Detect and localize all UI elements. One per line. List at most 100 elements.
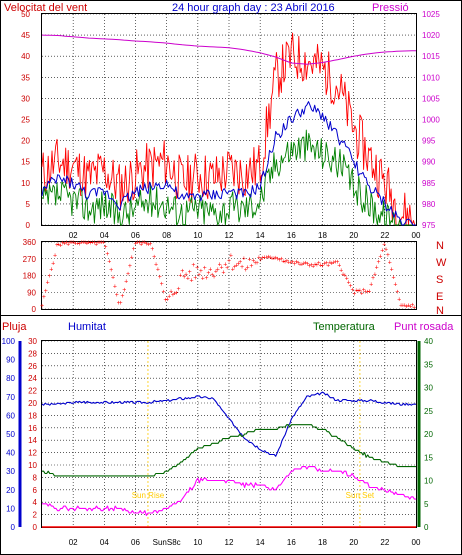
direction-point: + xyxy=(105,251,109,258)
direction-point: + xyxy=(223,262,227,269)
dir-y-tick-label: 360 xyxy=(23,238,37,247)
direction-point: + xyxy=(281,258,285,265)
x-tick-label-bottom: 22 xyxy=(380,538,389,547)
direction-point: + xyxy=(345,275,349,282)
direction-point: + xyxy=(296,260,300,267)
direction-point: + xyxy=(377,259,381,266)
x-tick-label-top: 10 xyxy=(193,231,202,240)
direction-point: + xyxy=(401,303,405,310)
rain-y-tick-label: 20 xyxy=(28,399,37,408)
x-tick-label-bottom: 06 xyxy=(131,538,140,547)
direction-point: + xyxy=(130,255,134,262)
direction-point: + xyxy=(176,286,180,293)
sun-event-label: Sun Set xyxy=(346,491,375,500)
x-tick-label-top: 18 xyxy=(318,231,327,240)
direction-point: + xyxy=(360,291,364,298)
direction-point: + xyxy=(343,273,347,280)
dir-y-tick-label: 270 xyxy=(23,255,37,264)
direction-point: + xyxy=(229,253,233,260)
chart-title: 24 hour graph day : 23 Abril 2016 xyxy=(172,2,335,14)
direction-point: + xyxy=(244,267,248,274)
direction-point: + xyxy=(234,263,238,270)
direction-point: + xyxy=(104,244,108,251)
direction-point: + xyxy=(113,283,117,290)
wind-panel-frame xyxy=(41,13,417,226)
direction-point: + xyxy=(276,256,280,263)
pressure-y-tick-label: 990 xyxy=(422,158,436,167)
pressure-y-tick-label: 1020 xyxy=(422,31,440,40)
direction-point: + xyxy=(358,288,362,295)
rain-y-tick-label: 22 xyxy=(28,387,37,396)
direction-point: + xyxy=(83,240,87,247)
wind-y-tick-label: 30 xyxy=(21,94,30,103)
direction-point: + xyxy=(92,240,96,247)
direction-point: + xyxy=(195,264,199,271)
dew-point-label: Punt rosada xyxy=(394,321,454,333)
rain-y-tick-label: 24 xyxy=(28,374,37,383)
direction-point: + xyxy=(249,263,253,270)
direction-point: + xyxy=(111,274,115,281)
direction-point: + xyxy=(210,272,214,279)
pressure-y-tick-label: 995 xyxy=(422,137,436,146)
rain-y-tick-label: 4 xyxy=(33,498,38,507)
direction-point: + xyxy=(378,254,382,261)
direction-point: + xyxy=(186,275,190,282)
humidity-y-tick-label: 50 xyxy=(6,430,15,439)
direction-point: + xyxy=(283,259,287,266)
direction-point: + xyxy=(322,261,326,268)
humidity-y-tick-label: 70 xyxy=(6,393,15,402)
direction-point: + xyxy=(362,287,366,294)
direction-point: + xyxy=(332,259,336,266)
direction-point: + xyxy=(115,292,119,299)
humidity-y-tick-label: 100 xyxy=(2,337,16,346)
x-tick-label-bottom: 20 xyxy=(349,538,358,547)
temperature-y-tick-label: 20 xyxy=(424,430,433,439)
direction-point: + xyxy=(251,257,255,264)
dir-y-tick-label: 90 xyxy=(27,288,36,297)
direction-point: + xyxy=(102,240,106,247)
x-tick-label-bottom: 00 xyxy=(412,538,421,547)
direction-point: + xyxy=(305,261,309,268)
direction-point: + xyxy=(156,267,160,274)
pressure-y-tick-label: 980 xyxy=(422,200,436,209)
direction-point: + xyxy=(320,263,324,270)
direction-point: + xyxy=(395,289,399,296)
direction-point: + xyxy=(145,241,149,248)
direction-point: + xyxy=(386,252,390,259)
wind-y-tick-label: 50 xyxy=(21,10,30,19)
direction-point: + xyxy=(173,291,177,298)
direction-point: + xyxy=(406,303,410,310)
direction-point: + xyxy=(393,282,397,289)
direction-point: + xyxy=(408,303,412,310)
direction-point: + xyxy=(137,240,141,247)
direction-point: + xyxy=(356,288,360,295)
direction-point: + xyxy=(309,262,313,269)
direction-point: + xyxy=(79,240,83,247)
x-tick-label-top: 04 xyxy=(100,231,109,240)
wind-y-tick-label: 35 xyxy=(21,73,30,82)
direction-point: + xyxy=(208,266,212,273)
direction-point: + xyxy=(365,289,369,296)
direction-point: + xyxy=(227,258,231,265)
direction-point: + xyxy=(264,255,268,262)
direction-point: + xyxy=(270,256,274,263)
direction-point: + xyxy=(169,288,173,295)
x-tick-label-top: 20 xyxy=(349,231,358,240)
humidity-y-tick-label: 90 xyxy=(6,356,15,365)
rain-label: Pluja xyxy=(2,321,27,333)
direction-point: + xyxy=(201,275,205,282)
direction-point: + xyxy=(219,264,223,271)
direction-point: + xyxy=(51,260,55,267)
direction-point: + xyxy=(289,259,293,266)
direction-point: + xyxy=(324,260,328,267)
humidity-y-tick-label: 80 xyxy=(6,374,15,383)
direction-point: + xyxy=(291,259,295,266)
rain-y-tick-label: 10 xyxy=(28,461,37,470)
humidity-y-tick-label: 0 xyxy=(11,523,16,532)
direction-point: + xyxy=(118,300,122,307)
wind-y-tick-label: 20 xyxy=(21,137,30,146)
direction-point: + xyxy=(218,261,222,268)
x-tick-label-top: 06 xyxy=(131,231,140,240)
direction-point: + xyxy=(298,262,302,269)
temperature-y-tick-label: 30 xyxy=(424,384,433,393)
